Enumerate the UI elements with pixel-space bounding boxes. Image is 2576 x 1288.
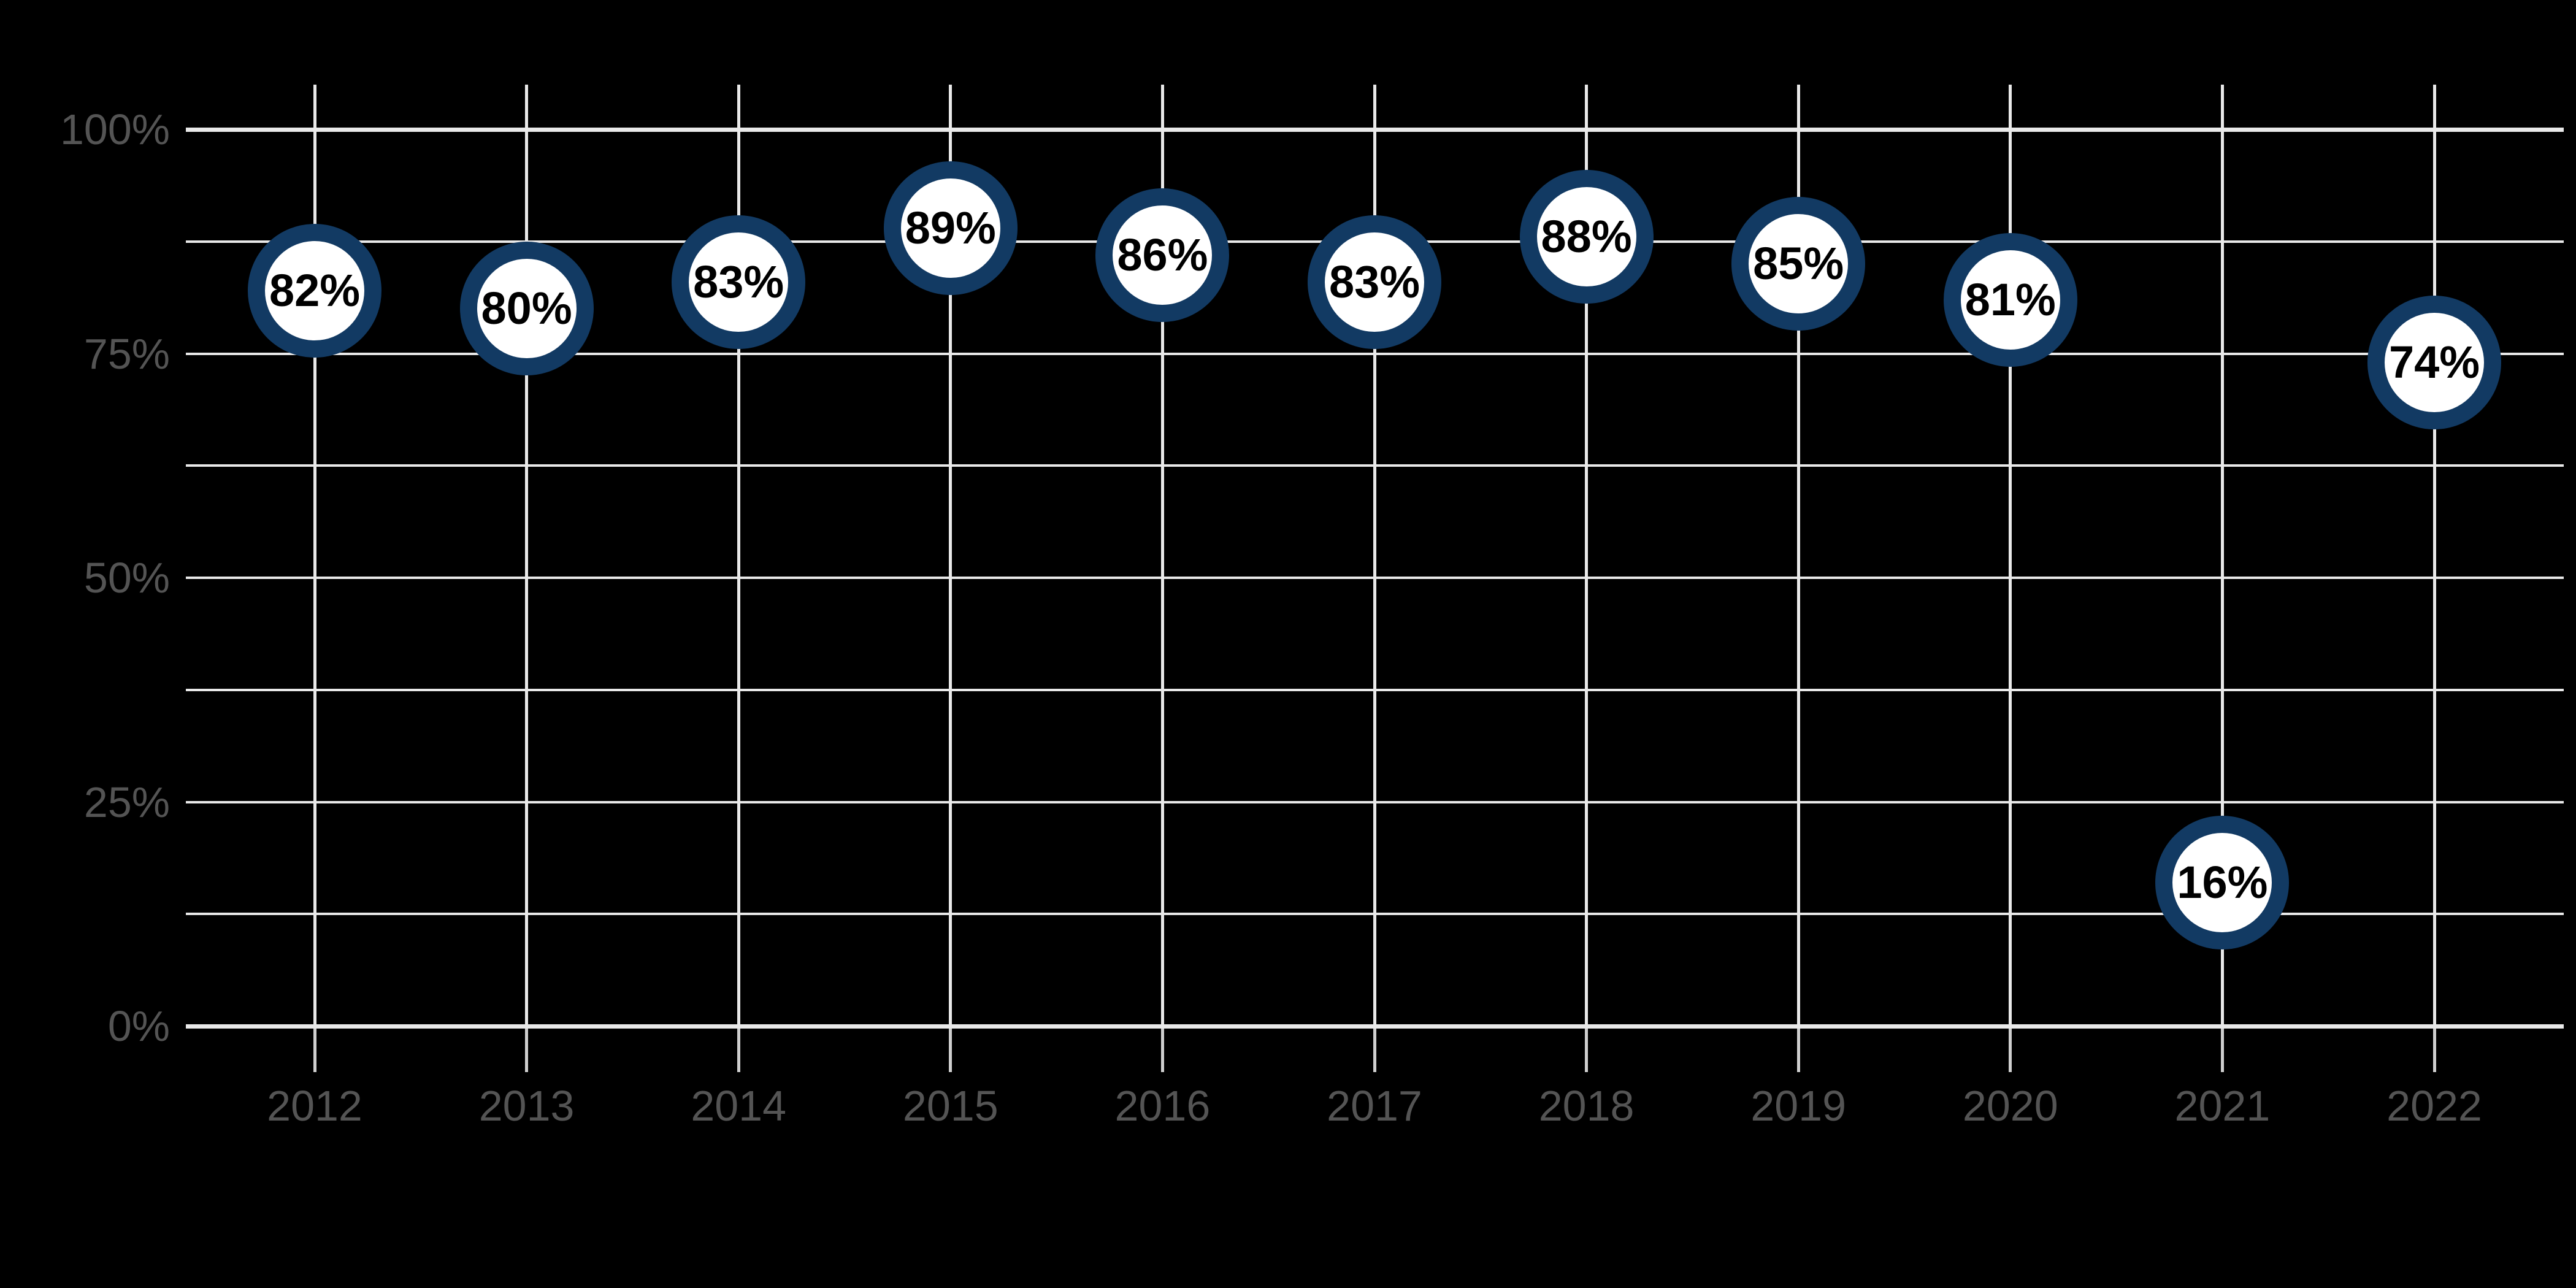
x-axis-tick-label: 2012 [267,1082,362,1130]
vertical-gridline [313,85,316,1028]
data-point-label: 89% [905,202,996,253]
data-point-label: 88% [1541,211,1632,263]
major-gridline [186,577,2564,579]
x-axis-tick-label: 2017 [1327,1082,1422,1130]
x-axis-tick [525,1028,529,1072]
x-axis-tick-label: 2014 [691,1082,787,1130]
vertical-gridline [1373,85,1376,1028]
minor-gridline [186,913,2564,916]
minor-gridline [186,688,2564,691]
vertical-gridline [525,85,529,1028]
y-axis-tick-label: 0% [107,1002,170,1050]
vertical-gridline [1796,85,1800,1028]
vertical-gridline [2009,85,2012,1028]
data-point-marker: 74% [2367,296,2501,430]
y-axis-tick-label: 25% [83,778,170,826]
data-point-label: 86% [1117,229,1208,280]
x-axis-tick-label: 2021 [2174,1082,2271,1130]
vertical-gridline [2220,85,2224,1028]
minor-gridline [186,464,2564,467]
axis-line [186,1024,2564,1029]
x-axis-tick-label: 2016 [1114,1082,1211,1130]
data-point-marker: 88% [1519,170,1654,304]
data-point-label: 80% [481,283,572,334]
x-axis-tick [1160,1028,1164,1072]
y-axis-tick-label: 50% [83,554,170,602]
data-point-marker: 83% [1308,215,1441,349]
data-point-label: 16% [2177,857,2268,908]
x-axis-tick-label: 2020 [1962,1082,2058,1130]
x-axis-tick [313,1028,316,1072]
x-axis-tick [1373,1028,1376,1072]
data-point-label: 83% [693,256,784,307]
x-axis-tick [2220,1028,2224,1072]
data-point-marker: 82% [248,224,381,358]
data-point-marker: 83% [672,215,806,349]
x-axis-tick-label: 2019 [1750,1082,1847,1130]
data-point-label: 85% [1753,238,1844,289]
x-axis-tick-label: 2015 [902,1082,999,1130]
vertical-gridline [1585,85,1589,1028]
x-axis-tick [949,1028,953,1072]
x-axis-tick [1796,1028,1800,1072]
vertical-gridline [2432,85,2436,1028]
x-axis-tick-label: 2018 [1538,1082,1635,1130]
x-axis-tick-label: 2013 [478,1082,575,1130]
data-point-marker: 81% [1943,232,2077,367]
data-point-marker: 86% [1095,188,1230,322]
data-point-marker: 85% [1731,197,1866,331]
vertical-gridline [949,85,953,1028]
data-point-label: 83% [1328,256,1420,307]
x-axis-tick [737,1028,740,1072]
vertical-gridline [737,85,740,1028]
data-point-marker: 80% [459,242,594,376]
data-point-label: 81% [1965,274,2056,325]
data-point-label: 82% [269,265,361,316]
x-axis-tick [2432,1028,2436,1072]
vertical-gridline [1160,85,1164,1028]
y-axis-tick-label: 100% [59,105,170,153]
x-axis-tick [1585,1028,1589,1072]
data-point-label: 74% [2388,337,2480,388]
axis-line [186,127,2564,132]
major-gridline [186,352,2564,355]
data-point-marker: 16% [2155,816,2290,950]
major-gridline [186,800,2564,803]
x-axis-tick [2009,1028,2012,1072]
y-axis-tick-label: 75% [83,329,170,378]
x-axis-tick-label: 2022 [2386,1082,2482,1130]
data-point-marker: 89% [883,161,1018,295]
